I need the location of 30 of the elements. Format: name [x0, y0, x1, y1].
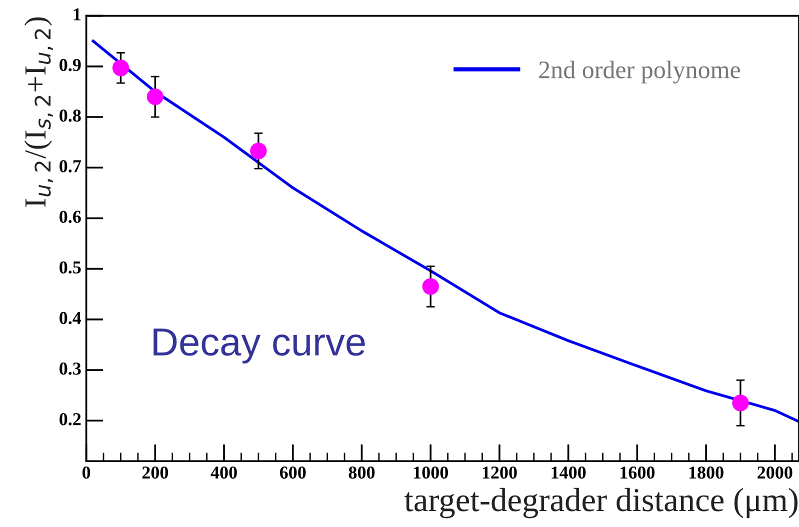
x-tick-label: 1000 — [414, 466, 448, 479]
point — [250, 142, 267, 160]
x-tick-label: 1800 — [689, 466, 724, 479]
annotation: Decay curve — [154, 328, 365, 364]
legend-label: 2nd order polynome — [539, 60, 740, 84]
y-tick-label: 0.4 — [60, 312, 82, 324]
line-series — [92, 40, 799, 424]
y-tick-label: 1 — [74, 8, 80, 20]
x-tick-label: 1400 — [552, 466, 586, 479]
y-tick-label: 0.2 — [60, 413, 81, 426]
point — [146, 88, 164, 106]
x-tick-label: 1200 — [482, 466, 517, 479]
y-axis-title: I$_{u,2}$/(I$_{s,2}$+I$_{u,2}$) — [24, 17, 53, 207]
x-tick-label: 800 — [348, 466, 375, 479]
point — [422, 278, 439, 295]
x-axis-title: target-degrader distance (μm) — [404, 488, 798, 518]
x-tick-label: 1600 — [620, 466, 655, 479]
x-tick-label: 400 — [210, 466, 237, 479]
y-tick-label: 0.5 — [60, 261, 81, 274]
x-tick-label: 600 — [280, 466, 306, 479]
x-tick-label: 0 — [82, 466, 90, 479]
y-tick-label: 0.6 — [60, 210, 81, 223]
y-tick-label: 0.9 — [60, 58, 81, 72]
y-tick-label: 0.3 — [60, 362, 81, 375]
x-tick-label: 2000 — [758, 466, 792, 479]
x-tick-label: 200 — [142, 466, 168, 479]
y-tick-label: 0.8 — [60, 110, 81, 122]
point — [112, 60, 130, 76]
y-tick-label: 0.7 — [60, 160, 81, 172]
point — [732, 394, 749, 412]
